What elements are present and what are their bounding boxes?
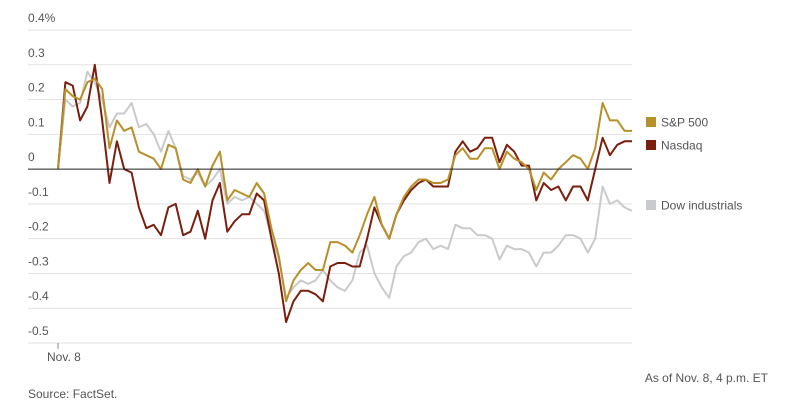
legend-swatch [646,200,656,210]
series-line [57,70,633,299]
y-tick-label: 0.2 [28,81,45,95]
y-tick-label: -0.1 [28,185,49,199]
y-tick-label: 0.4% [28,11,56,25]
legend-label: S&P 500 [661,116,708,130]
series-line [57,77,632,303]
source: Source: FactSet. [28,387,117,401]
y-tick-label: -0.3 [28,254,49,268]
y-tick-label: 0 [28,150,35,164]
legend-swatch [646,140,656,150]
legend-label: Dow industrials [661,199,742,213]
legend-label: Nasdaq [661,139,702,153]
y-tick-label: 0.3 [28,46,45,60]
y-tick-label: -0.4 [28,289,49,303]
legend-swatch [646,117,656,127]
y-tick-label: -0.2 [28,220,49,234]
y-tick-label: 0.1 [28,115,45,129]
note: As of Nov. 8, 4 p.m. ET [645,371,769,385]
x-tick-label: Nov. 8 [47,350,81,364]
series-line [57,63,632,324]
y-tick-label: -0.5 [28,324,49,338]
